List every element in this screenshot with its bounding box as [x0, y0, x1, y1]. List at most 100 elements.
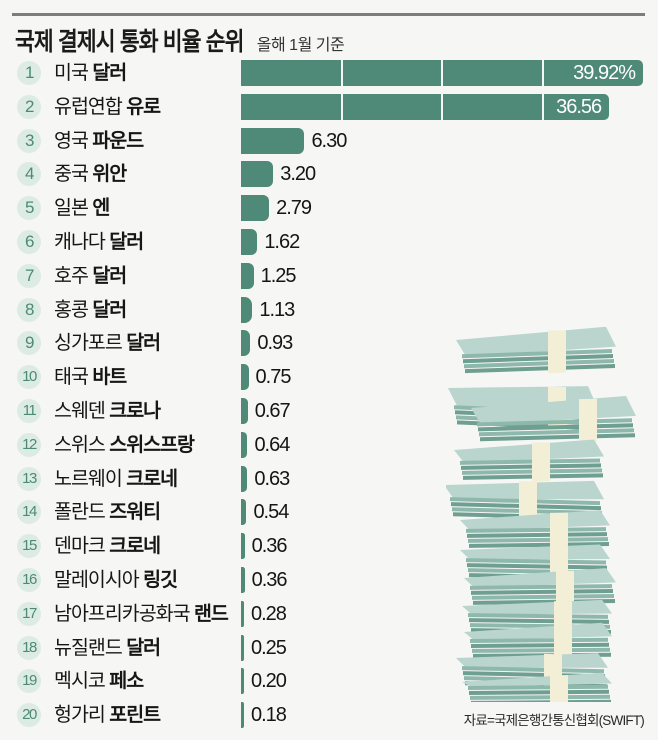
currency-label: 홍콩 달러	[54, 296, 127, 324]
table-row: 19 멕시코 페소 0.20	[0, 664, 658, 697]
rank-badge: 12	[17, 432, 41, 457]
currency-label: 미국 달러	[54, 59, 127, 87]
country-name: 뉴질랜드	[54, 636, 123, 659]
table-row: 15 덴마크 크로네 0.36	[0, 529, 658, 562]
table-row: 13 노르웨이 크로네 0.63	[0, 462, 658, 495]
table-row: 17 남아프리카공화국 랜드 0.28	[0, 597, 658, 630]
currency-label: 폴란드 즈워티	[54, 498, 161, 526]
bar-value: 0.93	[257, 332, 293, 355]
bar	[241, 330, 251, 357]
country-name: 호주	[54, 264, 89, 287]
currency-label: 노르웨이 크로네	[54, 465, 178, 493]
bar-value: 0.28	[251, 602, 287, 625]
rank-badge: 7	[17, 263, 41, 288]
table-row: 4 중국 위안 3.20	[0, 157, 658, 190]
source-note: 자료=국제은행간통신협회(SWIFT)	[463, 713, 645, 728]
rank-badge: 6	[17, 230, 41, 254]
currency-name: 페소	[109, 670, 144, 693]
table-row: 6 캐나다 달러 1.62	[0, 225, 658, 258]
bar	[241, 634, 244, 661]
currency-label: 말레이시아 링깃	[54, 566, 178, 594]
chart-header: 국제 결제시 통화 비율 순위 올해 1월 기준	[15, 22, 345, 56]
chart-title: 국제 결제시 통화 비율 순위	[15, 28, 244, 56]
country-name: 노르웨이	[54, 467, 123, 490]
bar	[241, 702, 244, 729]
currency-name: 랜드	[193, 602, 229, 625]
currency-name: 파운드	[92, 129, 144, 152]
bar-value: 0.20	[251, 670, 287, 693]
rank-badge: 8	[17, 297, 41, 322]
rank-badge: 10	[17, 365, 41, 390]
currency-name: 달러	[92, 62, 127, 84]
bar	[241, 364, 249, 391]
stack-of-money-icon	[446, 326, 636, 702]
bar	[241, 296, 253, 323]
currency-label: 멕시코 페소	[54, 667, 144, 695]
currency-label: 중국 위안	[54, 160, 127, 188]
chart-subtitle: 올해 1월 기준	[256, 37, 345, 54]
bar-gridline	[441, 60, 444, 86]
currency-name: 링깃	[143, 569, 178, 591]
bar-value: 3.20	[280, 163, 316, 186]
bar	[241, 668, 244, 695]
bar-value: 0.18	[251, 704, 287, 727]
country-name: 멕시코	[54, 670, 106, 693]
bar	[241, 465, 248, 492]
currency-name: 바트	[92, 366, 127, 389]
rank-badge: 16	[17, 568, 41, 592]
currency-name: 크로네	[109, 535, 161, 558]
currency-name: 스위스프랑	[109, 433, 195, 456]
table-row: 20 헝가리 포린트 0.18	[0, 698, 658, 731]
bar	[241, 431, 248, 458]
currency-label: 영국 파운드	[54, 127, 144, 155]
country-name: 영국	[54, 129, 89, 152]
top-rule	[12, 13, 645, 16]
table-row: 5 일본 엔 2.79	[0, 191, 658, 224]
bar-value: 39.92%	[573, 62, 636, 84]
country-name: 스웨덴	[54, 400, 106, 422]
bar-value: 1.62	[264, 231, 300, 253]
currency-name: 달러	[126, 332, 161, 355]
bar-gridline	[340, 93, 343, 120]
country-name: 폴란드	[54, 501, 106, 524]
currency-name: 포린트	[109, 704, 161, 727]
bar	[241, 398, 248, 424]
table-row: 11 스웨덴 크로나 0.67	[0, 394, 658, 427]
country-name: 미국	[54, 62, 89, 84]
country-name: 캐나다	[54, 231, 106, 253]
country-name: 일본	[54, 197, 89, 220]
country-name: 홍콩	[54, 298, 89, 321]
bar	[241, 533, 245, 560]
bar-gridline	[542, 60, 545, 86]
rank-badge: 4	[17, 162, 41, 187]
currency-label: 헝가리 포린트	[54, 701, 161, 729]
bar-value: 0.54	[253, 501, 289, 524]
country-name: 유럽연합	[54, 95, 123, 118]
table-row: 9 싱가포르 달러 0.93	[0, 326, 658, 359]
bar	[241, 161, 274, 188]
currency-label: 스웨덴 크로나	[54, 397, 161, 425]
currency-label: 태국 바트	[54, 363, 127, 391]
bar	[241, 499, 247, 526]
currency-label: 호주 달러	[54, 262, 127, 290]
currency-label: 스위스 스위스프랑	[54, 431, 195, 459]
table-row: 3 영국 파운드 6.30	[0, 124, 658, 157]
table-row: 8 홍콩 달러 1.13	[0, 293, 658, 326]
rank-badge: 20	[17, 703, 41, 728]
bar	[241, 195, 270, 222]
currency-label: 덴마크 크로네	[54, 532, 161, 560]
rank-badge: 2	[17, 94, 41, 119]
table-row: 14 폴란드 즈워티 0.54	[0, 495, 658, 528]
currency-name: 달러	[126, 636, 161, 659]
bar-value: 0.36	[251, 535, 288, 558]
bar	[241, 600, 244, 627]
rank-badge: 1	[17, 61, 41, 85]
currency-label: 뉴질랜드 달러	[54, 634, 161, 662]
rank-badge: 15	[17, 534, 41, 559]
country-name: 싱가포르	[54, 332, 123, 355]
country-name: 스위스	[54, 433, 106, 456]
bar-value: 1.13	[259, 298, 295, 321]
currency-label: 캐나다 달러	[54, 228, 144, 256]
table-row: 1 미국 달러 39.92%	[0, 56, 658, 89]
rank-badge: 5	[17, 196, 41, 221]
